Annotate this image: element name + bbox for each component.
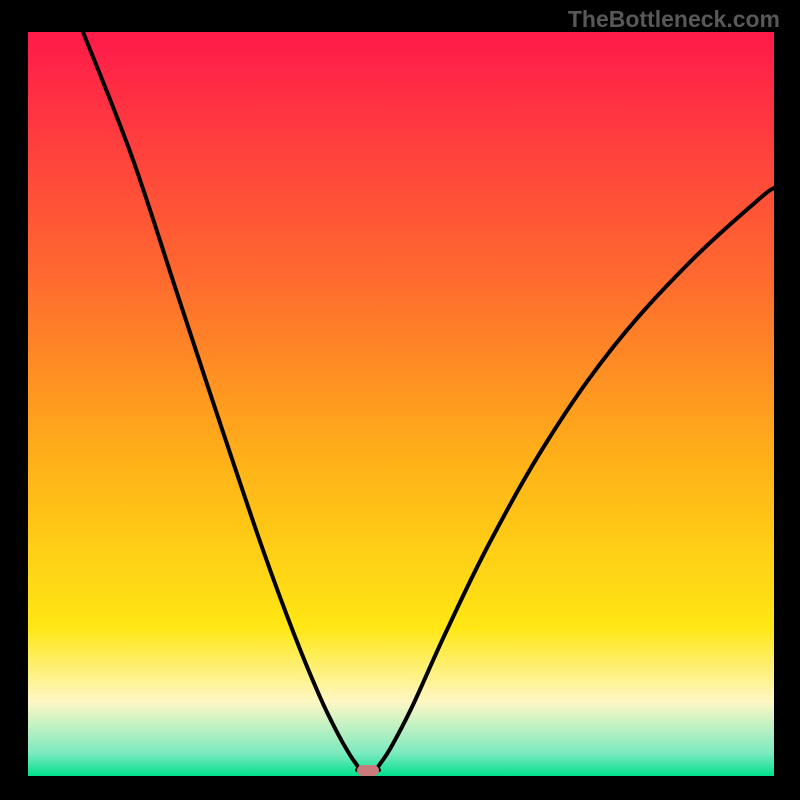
watermark-text: TheBottleneck.com — [568, 6, 780, 33]
bottleneck-curve — [28, 32, 774, 776]
chart-frame: TheBottleneck.com — [0, 0, 800, 800]
plot-area — [28, 32, 774, 776]
minimum-marker — [357, 765, 379, 776]
